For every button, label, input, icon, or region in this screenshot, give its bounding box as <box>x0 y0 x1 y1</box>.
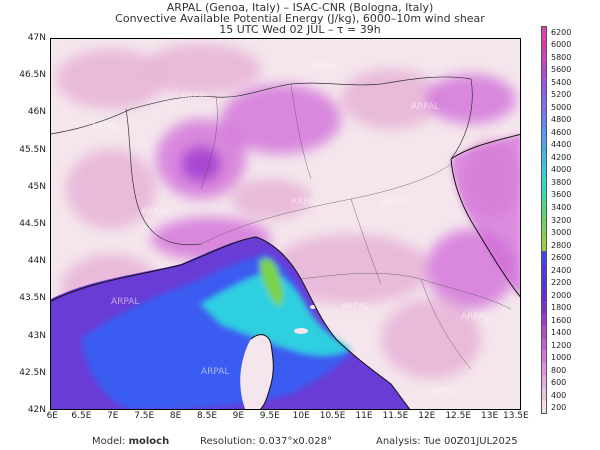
colorbar-level-label: 1200 <box>551 340 572 350</box>
latitude-tick-label: 45.5N <box>19 144 46 155</box>
longitude-tick-label: 7.5E <box>134 411 155 421</box>
analysis-value: Tue 00Z01JUL2025 <box>423 436 518 447</box>
colorbar-level-label: 600 <box>551 378 567 388</box>
resolution-value: 0.037°x0.028° <box>258 436 332 447</box>
colorbar-level-label: 3000 <box>551 228 572 238</box>
colorbar-level-label: 3800 <box>551 177 572 187</box>
watermark-text: ARPAL <box>141 207 169 217</box>
latitude-tick-label: 44N <box>27 256 46 267</box>
latitude-tick-label: 46N <box>27 107 46 118</box>
longitude-tick-label: 8E <box>169 411 182 421</box>
longitude-tick-label: 10.5E <box>319 411 346 421</box>
latitude-tick-label: 42N <box>27 405 46 415</box>
colorbar-level-label: 1000 <box>551 353 572 363</box>
colorbar-level-label: 1400 <box>551 328 572 338</box>
longitude-tick-label: 8.5E <box>197 411 217 421</box>
coastlines <box>51 133 520 409</box>
sea-cape-field <box>51 237 410 409</box>
watermark-text: ARPAL <box>431 387 459 397</box>
header-title-line1: ARPAL (Genoa, Italy) – ISAC-CNR (Bologna… <box>166 1 434 14</box>
colorbar-level-label: 3200 <box>551 215 572 225</box>
colorbar-level-label: 5200 <box>551 90 572 100</box>
watermark-text: ARPAL <box>111 297 139 307</box>
watermark-text: ARPAL <box>91 122 119 132</box>
latitude-tick-label: 45N <box>27 181 46 192</box>
watermark-layer: ARPAL ARPAL ARPAL ARPAL ARPAL ARPAL ARPAL ARPAL… <box>91 62 489 397</box>
latitude-tick-label: 47N <box>27 33 46 43</box>
adriatic-sea <box>451 134 520 297</box>
colorbar-level-label: 1800 <box>551 303 572 313</box>
watermark-text: ARPAL <box>181 92 209 102</box>
longitude-tick-label: 12.5E <box>445 411 472 421</box>
colorbar-level-label: 4000 <box>551 165 572 175</box>
analysis-label: Analysis: <box>376 436 421 447</box>
map-plot: ARPAL ARPAL ARPAL ARPAL ARPAL ARPAL ARPAL ARPAL… <box>50 38 521 410</box>
model-value: moloch <box>128 436 170 447</box>
longitude-tick-label: 6.5E <box>71 411 92 421</box>
colorbar-level-label: 200 <box>551 403 567 413</box>
watermark-text: ARPAL <box>411 102 439 112</box>
model-label: Model: <box>92 436 126 447</box>
colorbar <box>541 26 547 414</box>
footer-analysis: Analysis: Tue 00Z01JUL2025 <box>376 436 518 447</box>
watermark-text: ARPAL <box>381 197 409 207</box>
watermark-text: ARPAL <box>311 62 339 72</box>
latitude-tick-label: 42.5N <box>19 367 46 378</box>
resolution-label: Resolution: <box>200 436 256 447</box>
colorbar-level-label: 5400 <box>551 77 572 87</box>
colorbar-level-label: 2000 <box>551 290 572 300</box>
colorbar-level-label: 1600 <box>551 315 572 325</box>
colorbar-level-label: 4800 <box>551 115 572 125</box>
colorbar-level-label: 5600 <box>551 65 572 75</box>
colorbar-level-label: 4600 <box>551 127 572 137</box>
latitude-tick-label: 44.5N <box>19 219 46 229</box>
watermark-text: ARPAL <box>291 197 319 207</box>
colorbar-level-label: 2400 <box>551 265 572 275</box>
watermark-text: ARPAL <box>201 367 229 377</box>
longitude-tick-label: 11E <box>355 411 373 421</box>
longitude-tick-label: 9.5E <box>259 411 280 421</box>
longitude-tick-label: 6E <box>46 411 58 421</box>
colorbar-level-label: 5000 <box>551 102 572 112</box>
watermark-text: ARPAL <box>341 302 369 312</box>
longitude-tick-label: 12E <box>418 411 436 421</box>
colorbar-level-label: 3600 <box>551 190 572 200</box>
longitude-tick-label: 7E <box>107 411 119 421</box>
watermark-text: ARPAL <box>461 312 489 322</box>
map-canvas: ARPAL ARPAL ARPAL ARPAL ARPAL ARPAL ARPAL ARPAL… <box>51 39 520 409</box>
footer-resolution: Resolution: 0.037°x0.028° <box>200 436 332 447</box>
header-title-line2: Convective Available Potential Energy (J… <box>115 12 485 25</box>
colorbar-level-label: 3400 <box>551 202 572 212</box>
colorbar-level-label: 2600 <box>551 253 572 263</box>
colorbar-level-label: 4200 <box>551 152 572 162</box>
longitude-tick-label: 9E <box>232 411 245 421</box>
longitude-tick-label: 11.5E <box>382 411 409 421</box>
latitude-tick-label: 43.5N <box>19 293 46 304</box>
colorbar-level-label: 2200 <box>551 278 572 288</box>
longitude-tick-label: 10E <box>292 411 310 421</box>
colorbar-level-label: 800 <box>551 365 567 375</box>
colorbar-level-label: 4400 <box>551 140 572 150</box>
longitude-tick-label: 13E <box>481 411 499 421</box>
colorbar-level-label: 400 <box>551 390 567 400</box>
footer-model: Model: moloch <box>92 436 169 447</box>
latitude-tick-label: 46.5N <box>19 70 46 81</box>
country-borders <box>51 76 473 246</box>
latitude-tick-label: 43N <box>27 330 46 341</box>
longitude-tick-label: 13.5E <box>502 411 529 421</box>
colorbar-level-label: 6000 <box>551 40 572 50</box>
region-borders <box>200 83 512 370</box>
colorbar-level-label: 5800 <box>551 52 572 62</box>
header-title-line3: 15 UTC Wed 02 JUL – τ = 39h <box>219 23 381 36</box>
colorbar-level-label: 2800 <box>551 240 572 250</box>
colorbar-level-label: 6200 <box>551 27 572 37</box>
